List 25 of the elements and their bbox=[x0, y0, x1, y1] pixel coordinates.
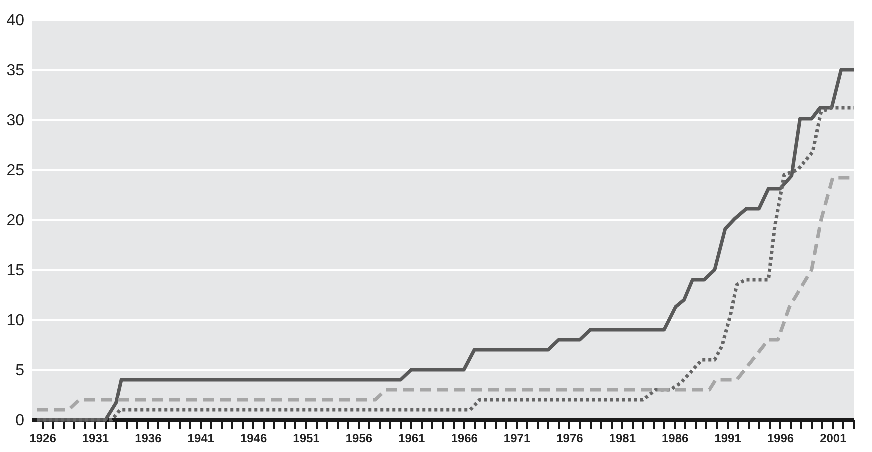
x-tick-label: 1991 bbox=[714, 432, 742, 446]
y-tick-label: 40 bbox=[6, 12, 25, 30]
y-tick-label: 30 bbox=[6, 112, 25, 130]
x-tick-label: 1946 bbox=[240, 432, 268, 446]
x-tick-label: 1986 bbox=[662, 432, 690, 446]
x-tick-label: 1931 bbox=[82, 432, 110, 446]
y-tick-label: 25 bbox=[6, 162, 25, 180]
x-tick-label: 1966 bbox=[451, 432, 478, 446]
x-tick-label: 1936 bbox=[135, 432, 162, 446]
y-tick-label: 0 bbox=[16, 412, 25, 430]
x-tick-label: 1971 bbox=[504, 432, 531, 446]
x-tick-label: 1926 bbox=[30, 432, 57, 446]
y-tick-label: 10 bbox=[6, 312, 25, 330]
x-tick-label: 1996 bbox=[767, 432, 794, 446]
x-tick-label: 1981 bbox=[609, 432, 636, 446]
x-tick-label: 1956 bbox=[346, 432, 373, 446]
x-tick-label: 1976 bbox=[556, 432, 584, 446]
y-tick-label: 35 bbox=[6, 62, 25, 80]
x-tick-label: 1941 bbox=[188, 432, 215, 446]
y-tick-label: 5 bbox=[16, 362, 25, 380]
x-tick-label: 1961 bbox=[398, 432, 426, 446]
y-tick-label: 15 bbox=[6, 262, 25, 280]
x-tick-label: 1951 bbox=[293, 432, 320, 446]
y-tick-label: 20 bbox=[6, 212, 25, 230]
x-tick-label: 2001 bbox=[820, 432, 848, 446]
